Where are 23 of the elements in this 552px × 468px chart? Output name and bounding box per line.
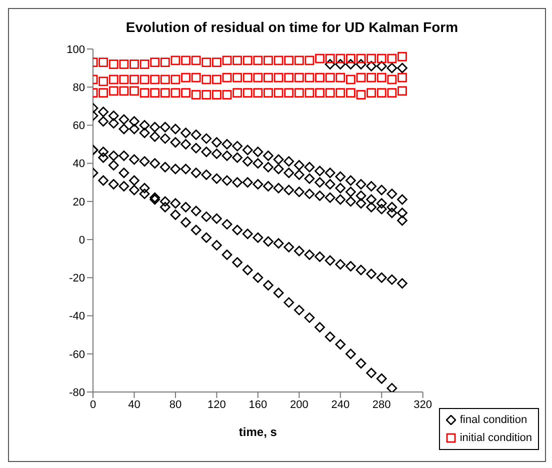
y-tick-label: 0 (78, 234, 85, 246)
y-tick-label: -40 (69, 310, 85, 323)
y-tick-label: -60 (69, 348, 85, 361)
chart-title: Evolution of residual on time for UD Kalman Form (124, 19, 460, 35)
x-tick-label: 240 (331, 398, 350, 411)
legend-label: final condition (460, 413, 528, 428)
y-tick-label: 60 (72, 120, 85, 132)
x-tick-label: 280 (372, 398, 391, 411)
x-tick-label: 80 (169, 398, 182, 411)
y-tick-label: -20 (69, 272, 85, 285)
x-tick-label: 0 (90, 398, 96, 411)
x-tick-label: 160 (248, 398, 268, 411)
x-tick-label: 320 (414, 398, 432, 411)
x-tick-label: 120 (208, 398, 226, 411)
y-tick-label: 100 (66, 44, 85, 56)
legend-label: initial condition (460, 431, 532, 446)
y-tick-label: 80 (72, 82, 85, 94)
y-tick-label: -80 (69, 386, 85, 399)
y-tick-label: 40 (72, 158, 85, 170)
x-tick-label: 40 (128, 398, 140, 411)
x-axis-title: time, s (238, 425, 278, 439)
y-tick-label: 20 (72, 196, 85, 208)
x-tick-label: 200 (290, 398, 308, 411)
